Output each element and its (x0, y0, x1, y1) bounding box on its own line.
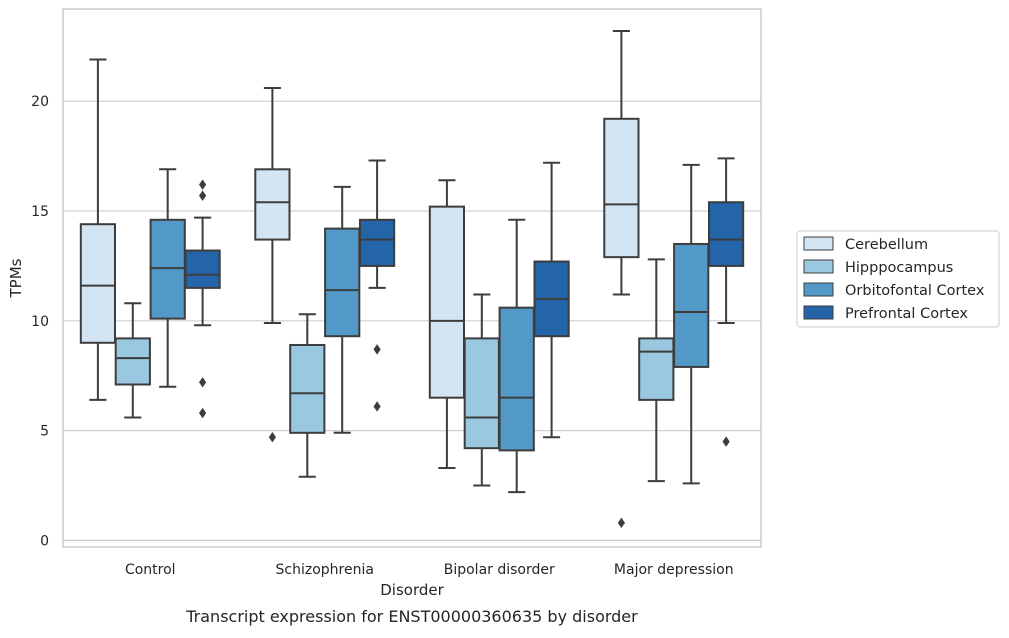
legend-swatch (803, 282, 834, 297)
y-axis-ticks: 0 5 10 15 20 (31, 94, 49, 549)
box-body (254, 168, 291, 241)
y-tick-label: 5 (40, 424, 49, 440)
box-body (289, 343, 326, 434)
x-axis-label: Disorder (380, 581, 444, 599)
y-tick-label: 15 (31, 204, 49, 220)
box (289, 313, 326, 478)
x-tick-label: Control (125, 562, 176, 578)
box (254, 87, 291, 443)
box (358, 159, 396, 412)
box-body (673, 242, 710, 368)
box (603, 29, 640, 529)
box-body (463, 337, 500, 450)
box-layer (79, 29, 745, 529)
legend-label: Hipppocampus (845, 260, 953, 276)
legend-items: Cerebellum Hipppocampus Orbitofontal Corte… (803, 236, 985, 322)
series-orbitofontal-cortex (149, 163, 710, 494)
box-body (114, 337, 151, 386)
outlier-point (617, 517, 625, 529)
outlier-point (268, 432, 276, 443)
legend-label: Cerebellum (845, 237, 928, 253)
x-tick-label: Major depression (614, 562, 734, 578)
box (149, 168, 186, 388)
box-body (358, 218, 396, 267)
y-tick-label: 10 (31, 314, 49, 330)
legend-swatch (803, 259, 834, 274)
x-axis-ticks: Control Schizophrenia Bipolar disorder Majo… (125, 562, 734, 578)
box (673, 163, 710, 485)
legend-swatch (803, 236, 834, 251)
y-tick-label: 0 (40, 533, 49, 549)
y-tick-label: 20 (31, 94, 49, 110)
box (638, 258, 675, 483)
series-cerebellum (79, 29, 640, 529)
box (533, 161, 570, 439)
outlier-point (199, 377, 207, 388)
outlier-point (199, 179, 207, 190)
box-body (707, 201, 745, 267)
x-tick-label: Bipolar disorder (444, 562, 555, 578)
outlier-point (722, 436, 730, 447)
outlier-point (199, 190, 207, 201)
legend-frame (796, 230, 1000, 328)
box-body (324, 227, 361, 338)
box-body (149, 218, 186, 320)
box-body (79, 223, 117, 344)
x-tick-label: Schizophrenia (276, 562, 374, 578)
box (324, 185, 361, 434)
box-body (638, 337, 675, 401)
legend-swatch (803, 305, 834, 320)
box (114, 302, 151, 419)
series-prefrontal-cortex (184, 157, 745, 447)
legend-label: Orbitofontal Cortex (845, 283, 985, 299)
outlier-point (373, 344, 381, 355)
outlier-point (373, 401, 381, 412)
series-hipppocampus (114, 258, 675, 487)
box (707, 157, 745, 447)
outlier-point (199, 407, 207, 419)
box (428, 179, 466, 469)
legend-label: Prefrontal Cortex (845, 306, 968, 322)
box-body (428, 205, 466, 399)
box-body (603, 117, 640, 259)
legend: Cerebellum Hipppocampus Orbitofontal Corte… (796, 230, 1000, 328)
box-body (184, 249, 221, 289)
box-body (498, 306, 535, 452)
grid-layer (63, 100, 761, 542)
box (463, 293, 500, 487)
box (498, 218, 535, 494)
box (79, 58, 117, 401)
chart-caption: Transcript expression for ENST0000036063… (185, 607, 638, 626)
y-axis-label: TPMs (7, 258, 25, 298)
box (184, 179, 221, 419)
plot-frame (62, 8, 762, 548)
